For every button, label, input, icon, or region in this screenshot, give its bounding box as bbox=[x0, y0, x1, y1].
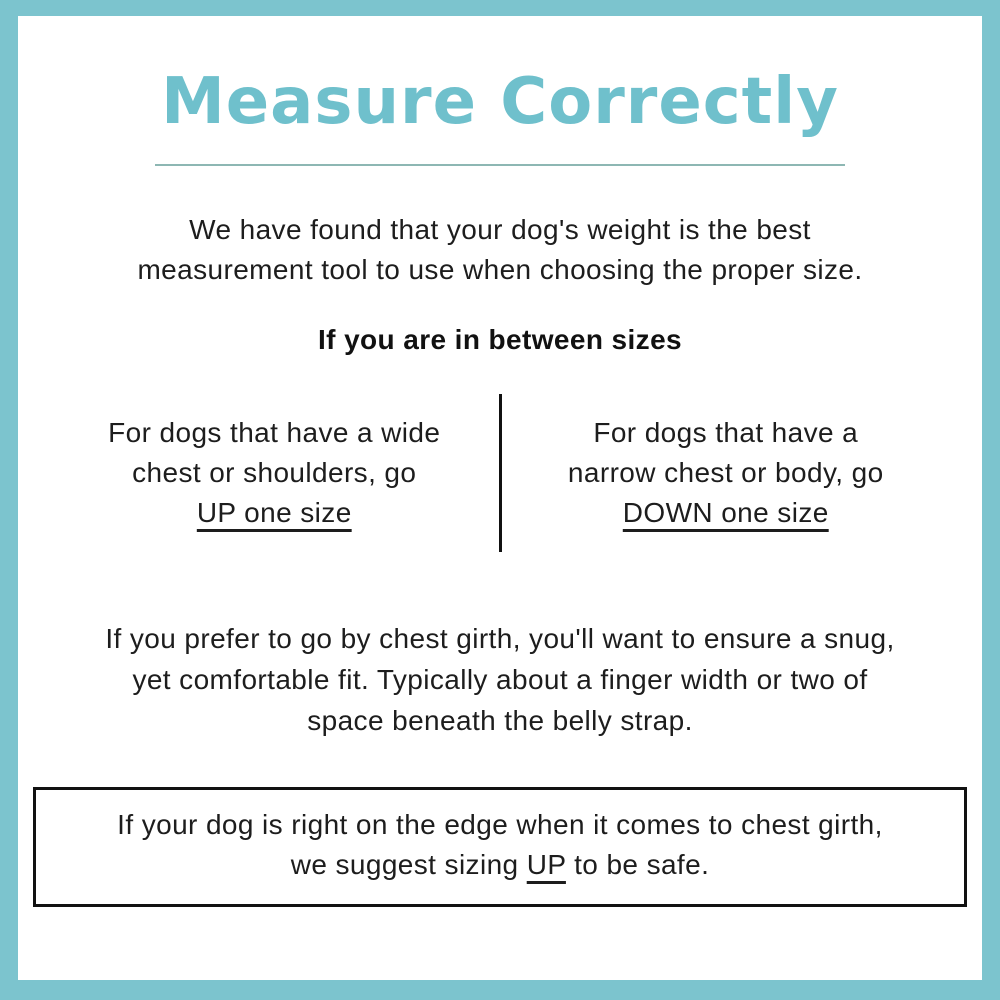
page-title: Measure Correctly bbox=[161, 65, 839, 139]
note-before-text: we suggest sizing bbox=[290, 848, 519, 880]
up-one-size-text: UP one size bbox=[196, 496, 352, 528]
up-emphasis-text: UP bbox=[526, 848, 566, 880]
title-divider-line bbox=[155, 163, 845, 166]
column-divider-line bbox=[498, 393, 502, 552]
wide-chest-line-2: chest or shoulders, go bbox=[132, 456, 417, 488]
girth-line-1: If you prefer to go by chest girth, you'… bbox=[105, 622, 895, 654]
between-sizes-heading: If you are in between sizes bbox=[317, 323, 683, 355]
chest-girth-paragraph: If you prefer to go by chest girth, you'… bbox=[18, 618, 982, 741]
narrow-chest-line-1: For dogs that have a bbox=[593, 416, 859, 448]
infographic-card: Measure Correctly We have found that you… bbox=[18, 16, 982, 980]
intro-line-2: measurement tool to use when choosing th… bbox=[137, 253, 863, 285]
sizing-note-box: If your dog is right on the edge when it… bbox=[33, 786, 967, 907]
down-one-size-text: DOWN one size bbox=[622, 496, 829, 528]
girth-line-3: space beneath the belly strap. bbox=[307, 704, 693, 736]
intro-line-1: We have found that your dog's weight is … bbox=[189, 213, 811, 245]
narrow-chest-column: For dogs that have a narrow chest or bod… bbox=[502, 413, 951, 533]
girth-line-2: yet comfortable fit. Typically about a f… bbox=[132, 663, 868, 695]
note-box-line-1: If your dog is right on the edge when it… bbox=[117, 808, 883, 840]
sizing-advice-columns: For dogs that have a wide chest or shoul… bbox=[50, 393, 951, 552]
note-box-line-2: we suggest sizing UP to be safe. bbox=[46, 845, 954, 885]
narrow-chest-line-2: narrow chest or body, go bbox=[567, 456, 884, 488]
wide-chest-column: For dogs that have a wide chest or shoul… bbox=[50, 413, 499, 533]
note-after-text: to be safe. bbox=[574, 848, 710, 880]
wide-chest-line-1: For dogs that have a wide bbox=[108, 416, 441, 448]
intro-paragraph: We have found that your dog's weight is … bbox=[18, 210, 982, 290]
